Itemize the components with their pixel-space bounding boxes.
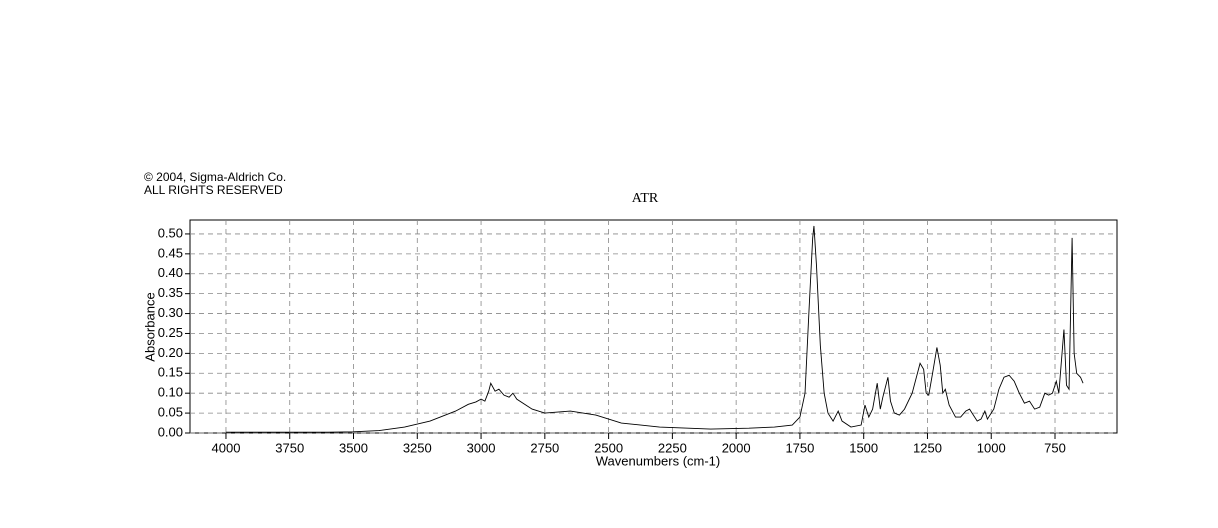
x-tick-label: 3000 xyxy=(467,440,496,455)
x-tick-label: 2500 xyxy=(594,440,623,455)
plot-frame xyxy=(189,219,1118,434)
x-tick-label: 2000 xyxy=(722,440,751,455)
y-tick-label: 0.40 xyxy=(158,265,183,280)
y-tick-label: 0.20 xyxy=(158,345,183,360)
x-tick-label: 750 xyxy=(1044,440,1066,455)
x-tick-label: 1750 xyxy=(785,440,814,455)
y-axis-label: Absorbance xyxy=(142,292,157,361)
y-tick-label: 0.15 xyxy=(158,365,183,380)
spectrum-line xyxy=(225,225,1084,433)
y-tick-label: 0.00 xyxy=(158,424,183,439)
x-tick-label: 3250 xyxy=(403,440,432,455)
x-tick-label: 3750 xyxy=(275,440,304,455)
x-tick-label: 1000 xyxy=(977,440,1006,455)
x-tick-label: 2250 xyxy=(658,440,687,455)
x-tick-label: 2750 xyxy=(530,440,559,455)
y-tick-label: 0.35 xyxy=(158,285,183,300)
y-tick-label: 0.50 xyxy=(158,225,183,240)
y-tick-label: 0.30 xyxy=(158,305,183,320)
chart-title: ATR xyxy=(632,191,659,206)
copyright: © 2004, Sigma-Aldrich Co. xyxy=(144,170,286,184)
x-tick-label: 3500 xyxy=(339,440,368,455)
y-tick-label: 0.05 xyxy=(158,405,183,420)
x-tick-label: 1500 xyxy=(849,440,878,455)
y-tick-label: 0.45 xyxy=(158,245,183,260)
x-tick-label: 4000 xyxy=(212,440,241,455)
x-tick-label: 1250 xyxy=(913,440,942,455)
x-axis-label: Wavenumbers (cm-1) xyxy=(596,453,720,468)
y-tick-label: 0.25 xyxy=(158,325,183,340)
rights: ALL RIGHTS RESERVED xyxy=(144,183,283,197)
y-tick-label: 0.10 xyxy=(158,385,183,400)
